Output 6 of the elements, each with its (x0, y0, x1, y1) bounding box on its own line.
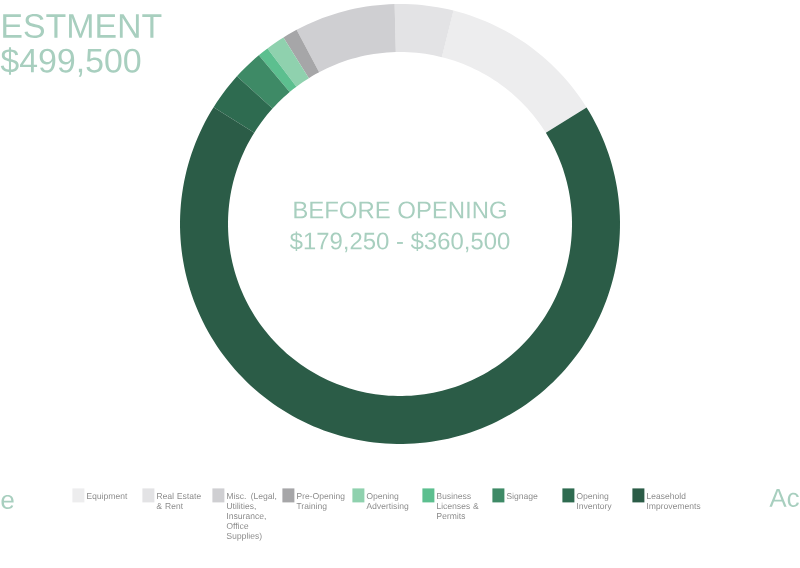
text: e (1, 494, 14, 510)
text: BEFORE OPENING (294, 201, 506, 219)
text: ESTMENT (3, 13, 162, 38)
text: Ac (769, 488, 799, 508)
text: $499,500 (0, 47, 141, 77)
text: $179,250 - $360,500 (289, 231, 510, 253)
